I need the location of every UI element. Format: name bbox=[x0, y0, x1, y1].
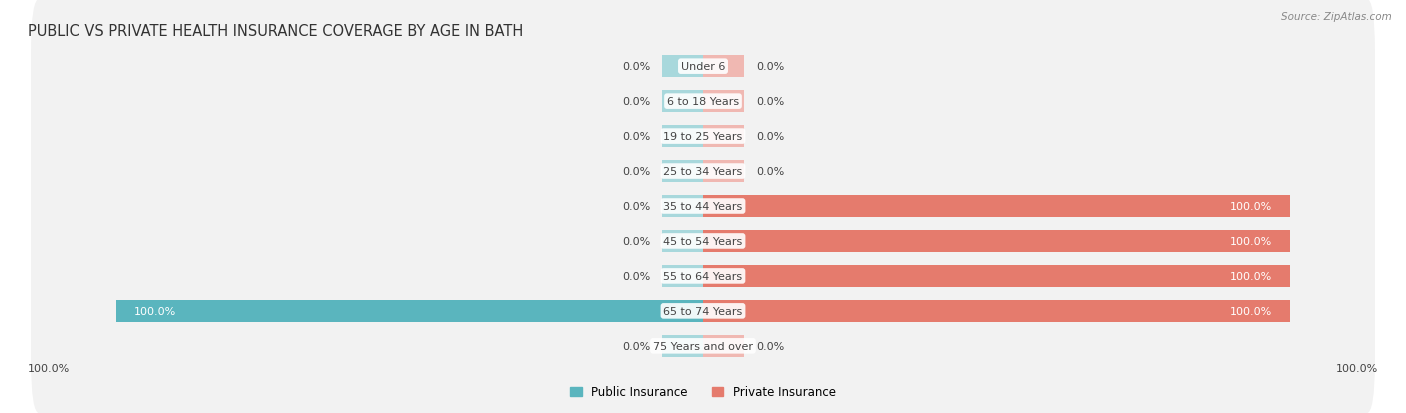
Text: 35 to 44 Years: 35 to 44 Years bbox=[664, 202, 742, 211]
Text: 0.0%: 0.0% bbox=[621, 271, 650, 281]
Bar bbox=[662, 91, 703, 113]
Text: 100.0%: 100.0% bbox=[1230, 236, 1272, 247]
Text: 0.0%: 0.0% bbox=[756, 62, 785, 72]
Bar bbox=[662, 56, 703, 78]
Bar bbox=[703, 230, 1289, 252]
Bar bbox=[662, 196, 703, 217]
Bar bbox=[703, 196, 1289, 217]
Text: 65 to 74 Years: 65 to 74 Years bbox=[664, 306, 742, 316]
FancyBboxPatch shape bbox=[31, 0, 1375, 135]
Text: PUBLIC VS PRIVATE HEALTH INSURANCE COVERAGE BY AGE IN BATH: PUBLIC VS PRIVATE HEALTH INSURANCE COVER… bbox=[28, 24, 523, 39]
Text: 100.0%: 100.0% bbox=[28, 363, 70, 373]
Text: Under 6: Under 6 bbox=[681, 62, 725, 72]
FancyBboxPatch shape bbox=[31, 34, 1375, 169]
FancyBboxPatch shape bbox=[31, 278, 1375, 413]
Text: 0.0%: 0.0% bbox=[621, 236, 650, 247]
Text: 0.0%: 0.0% bbox=[756, 166, 785, 177]
FancyBboxPatch shape bbox=[31, 104, 1375, 239]
Bar bbox=[662, 230, 703, 252]
FancyBboxPatch shape bbox=[31, 209, 1375, 344]
Bar bbox=[703, 126, 744, 147]
Bar bbox=[662, 335, 703, 357]
Text: 0.0%: 0.0% bbox=[621, 341, 650, 351]
Legend: Public Insurance, Private Insurance: Public Insurance, Private Insurance bbox=[571, 385, 835, 399]
Bar bbox=[703, 56, 744, 78]
Text: 100.0%: 100.0% bbox=[1230, 271, 1272, 281]
FancyBboxPatch shape bbox=[31, 69, 1375, 204]
Text: 45 to 54 Years: 45 to 54 Years bbox=[664, 236, 742, 247]
Text: 100.0%: 100.0% bbox=[134, 306, 176, 316]
Text: 0.0%: 0.0% bbox=[756, 97, 785, 107]
FancyBboxPatch shape bbox=[31, 244, 1375, 379]
Text: 0.0%: 0.0% bbox=[621, 202, 650, 211]
Bar bbox=[703, 91, 744, 113]
Bar bbox=[703, 161, 744, 183]
Bar bbox=[662, 161, 703, 183]
Bar bbox=[117, 300, 703, 322]
Text: 0.0%: 0.0% bbox=[621, 166, 650, 177]
Text: 25 to 34 Years: 25 to 34 Years bbox=[664, 166, 742, 177]
Text: 100.0%: 100.0% bbox=[1230, 202, 1272, 211]
Bar bbox=[703, 335, 744, 357]
Bar bbox=[703, 300, 1289, 322]
Text: 0.0%: 0.0% bbox=[756, 132, 785, 142]
Text: 55 to 64 Years: 55 to 64 Years bbox=[664, 271, 742, 281]
Text: 100.0%: 100.0% bbox=[1230, 306, 1272, 316]
Text: 75 Years and over: 75 Years and over bbox=[652, 341, 754, 351]
Text: 6 to 18 Years: 6 to 18 Years bbox=[666, 97, 740, 107]
Text: Source: ZipAtlas.com: Source: ZipAtlas.com bbox=[1281, 12, 1392, 22]
Text: 100.0%: 100.0% bbox=[1336, 363, 1378, 373]
Text: 0.0%: 0.0% bbox=[756, 341, 785, 351]
FancyBboxPatch shape bbox=[31, 174, 1375, 309]
Text: 0.0%: 0.0% bbox=[621, 132, 650, 142]
FancyBboxPatch shape bbox=[31, 139, 1375, 274]
Bar bbox=[703, 266, 1289, 287]
Bar bbox=[662, 266, 703, 287]
Text: 0.0%: 0.0% bbox=[621, 62, 650, 72]
Bar bbox=[662, 126, 703, 147]
Text: 0.0%: 0.0% bbox=[621, 97, 650, 107]
Text: 19 to 25 Years: 19 to 25 Years bbox=[664, 132, 742, 142]
